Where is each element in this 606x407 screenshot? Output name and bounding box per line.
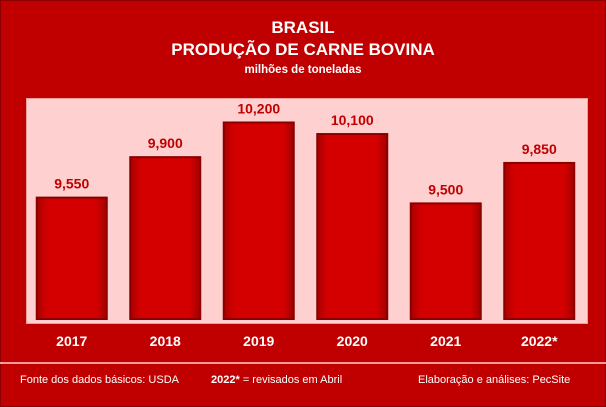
chart-subtitle: PRODUÇÃO DE CARNE BOVINA (171, 40, 435, 59)
footer-source: Fonte dos dados básicos: USDA (20, 374, 179, 386)
footer-separator (0, 362, 606, 364)
footer-credit: Elaboração e análises: PecSite (418, 374, 571, 386)
x-tick-label-2021: 2021 (430, 333, 462, 349)
x-tick-label-2022: 2022* (520, 333, 558, 349)
value-label-2018: 9,900 (148, 135, 183, 151)
bar-2018 (129, 156, 202, 320)
bar-2020 (316, 133, 389, 320)
x-axis-labels: 2017 2018 2019 2020 2021 2022* (0, 333, 606, 353)
x-tick-label-2017: 2017 (56, 333, 88, 349)
footer-note-mark: 2022* (211, 374, 240, 386)
value-label-2020: 10,100 (331, 112, 374, 128)
value-label-2022: 9,850 (522, 141, 557, 157)
value-label-2017: 9,550 (54, 176, 89, 192)
bar-2017 (35, 196, 108, 320)
x-tick-label-2020: 2020 (336, 333, 368, 349)
x-tick-label-2019: 2019 (243, 333, 275, 349)
bar-2019 (222, 121, 295, 321)
value-label-2019: 10,200 (237, 100, 280, 116)
plot-area (26, 98, 588, 324)
bar-2021 (409, 202, 482, 320)
chart-title: BRASIL (271, 18, 335, 37)
chart-unit-label: milhões de toneladas (244, 64, 362, 76)
bar-2022 (503, 161, 576, 320)
value-label-2021: 9,500 (428, 181, 463, 197)
x-tick-label-2018: 2018 (149, 333, 181, 349)
footer-note-text: = revisados em Abril (239, 374, 343, 386)
footer-note: 2022* = revisados em Abril (211, 374, 342, 386)
